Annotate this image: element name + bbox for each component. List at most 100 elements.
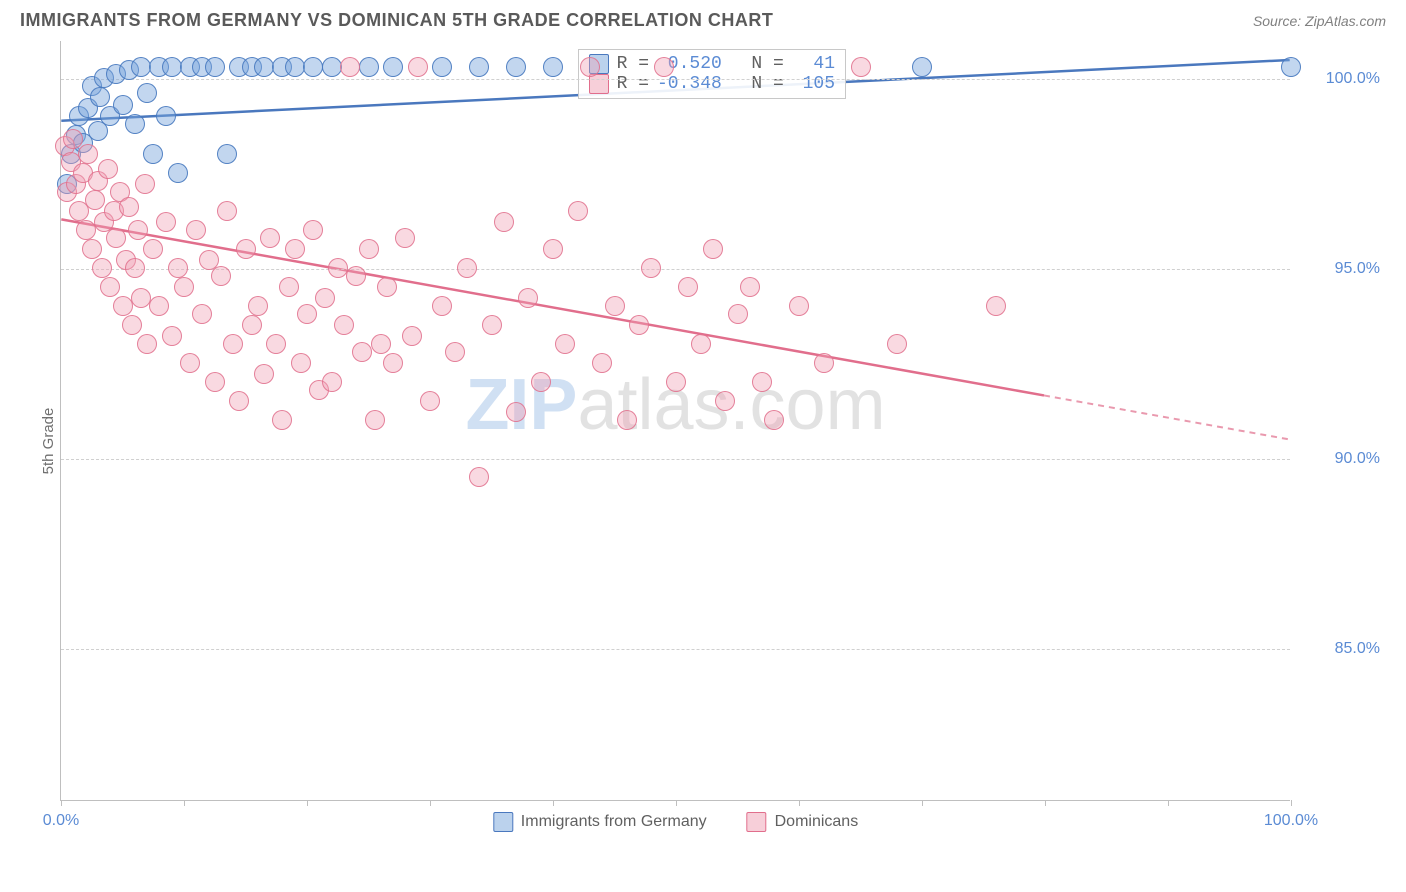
x-tick — [676, 800, 677, 806]
data-point — [162, 57, 182, 77]
data-point — [346, 266, 366, 286]
legend-swatch — [493, 812, 513, 832]
data-point — [98, 159, 118, 179]
data-point — [678, 277, 698, 297]
x-tick — [799, 800, 800, 806]
data-point — [143, 144, 163, 164]
x-tick — [430, 800, 431, 806]
data-point — [629, 315, 649, 335]
data-point — [242, 315, 262, 335]
data-point — [445, 342, 465, 362]
data-point — [395, 228, 415, 248]
data-point — [432, 296, 452, 316]
data-point — [291, 353, 311, 373]
data-point — [113, 95, 133, 115]
x-tick — [922, 800, 923, 806]
y-tick-label: 100.0% — [1300, 70, 1380, 88]
data-point — [174, 277, 194, 297]
data-point — [887, 334, 907, 354]
x-tick-label: 0.0% — [43, 812, 79, 830]
data-point — [131, 57, 151, 77]
y-axis-label: 5th Grade — [40, 408, 57, 475]
n-label: N = — [730, 74, 784, 94]
data-point — [352, 342, 372, 362]
chart-container: 5th Grade ZIPatlas.com R = 0.520 N = 41R… — [20, 36, 1386, 846]
data-point — [457, 258, 477, 278]
x-tick — [553, 800, 554, 806]
data-point — [229, 391, 249, 411]
data-point — [715, 391, 735, 411]
data-point — [359, 239, 379, 259]
data-point — [149, 296, 169, 316]
data-point — [315, 288, 335, 308]
data-point — [272, 410, 292, 430]
n-value: 41 — [792, 54, 835, 74]
stats-legend-box: R = 0.520 N = 41R =-0.348 N = 105 — [578, 49, 846, 99]
data-point — [119, 197, 139, 217]
data-point — [383, 57, 403, 77]
x-tick — [61, 800, 62, 806]
data-point — [728, 304, 748, 324]
data-point — [912, 57, 932, 77]
data-point — [986, 296, 1006, 316]
data-point — [740, 277, 760, 297]
x-tick — [1045, 800, 1046, 806]
data-point — [92, 258, 112, 278]
data-point — [248, 296, 268, 316]
data-point — [506, 402, 526, 422]
chart-title: IMMIGRANTS FROM GERMANY VS DOMINICAN 5TH… — [20, 10, 773, 31]
n-label: N = — [730, 54, 784, 74]
data-point — [494, 212, 514, 232]
data-point — [543, 57, 563, 77]
data-point — [236, 239, 256, 259]
series-legend: Immigrants from Germany Dominicans — [493, 812, 858, 832]
trend-line-extrapolated — [1044, 395, 1290, 439]
data-point — [76, 220, 96, 240]
data-point — [482, 315, 502, 335]
data-point — [334, 315, 354, 335]
y-tick-label: 95.0% — [1300, 260, 1380, 278]
legend-stat-row: R =-0.348 N = 105 — [589, 74, 835, 94]
data-point — [592, 353, 612, 373]
data-point — [383, 353, 403, 373]
legend-stat-row: R = 0.520 N = 41 — [589, 54, 835, 74]
data-point — [125, 258, 145, 278]
data-point — [137, 334, 157, 354]
header: IMMIGRANTS FROM GERMANY VS DOMINICAN 5TH… — [0, 0, 1406, 36]
data-point — [568, 201, 588, 221]
data-point — [266, 334, 286, 354]
data-point — [217, 201, 237, 221]
data-point — [617, 410, 637, 430]
data-point — [137, 83, 157, 103]
gridline — [61, 649, 1290, 650]
data-point — [322, 57, 342, 77]
data-point — [106, 228, 126, 248]
data-point — [168, 258, 188, 278]
data-point — [122, 315, 142, 335]
x-tick — [184, 800, 185, 806]
data-point — [666, 372, 686, 392]
data-point — [703, 239, 723, 259]
x-tick-label: 100.0% — [1264, 812, 1318, 830]
r-label: R = — [617, 74, 649, 94]
data-point — [135, 174, 155, 194]
data-point — [279, 277, 299, 297]
plot-area: ZIPatlas.com R = 0.520 N = 41R =-0.348 N… — [60, 41, 1290, 801]
data-point — [531, 372, 551, 392]
data-point — [506, 57, 526, 77]
data-point — [285, 239, 305, 259]
data-point — [851, 57, 871, 77]
data-point — [371, 334, 391, 354]
data-point — [469, 467, 489, 487]
legend-item: Immigrants from Germany — [493, 812, 707, 832]
data-point — [100, 277, 120, 297]
n-value: 105 — [792, 74, 835, 94]
data-point — [156, 106, 176, 126]
data-point — [752, 372, 772, 392]
legend-label: Dominicans — [775, 813, 859, 831]
data-point — [814, 353, 834, 373]
legend-swatch — [747, 812, 767, 832]
trend-lines-svg — [61, 41, 1290, 800]
data-point — [764, 410, 784, 430]
data-point — [789, 296, 809, 316]
